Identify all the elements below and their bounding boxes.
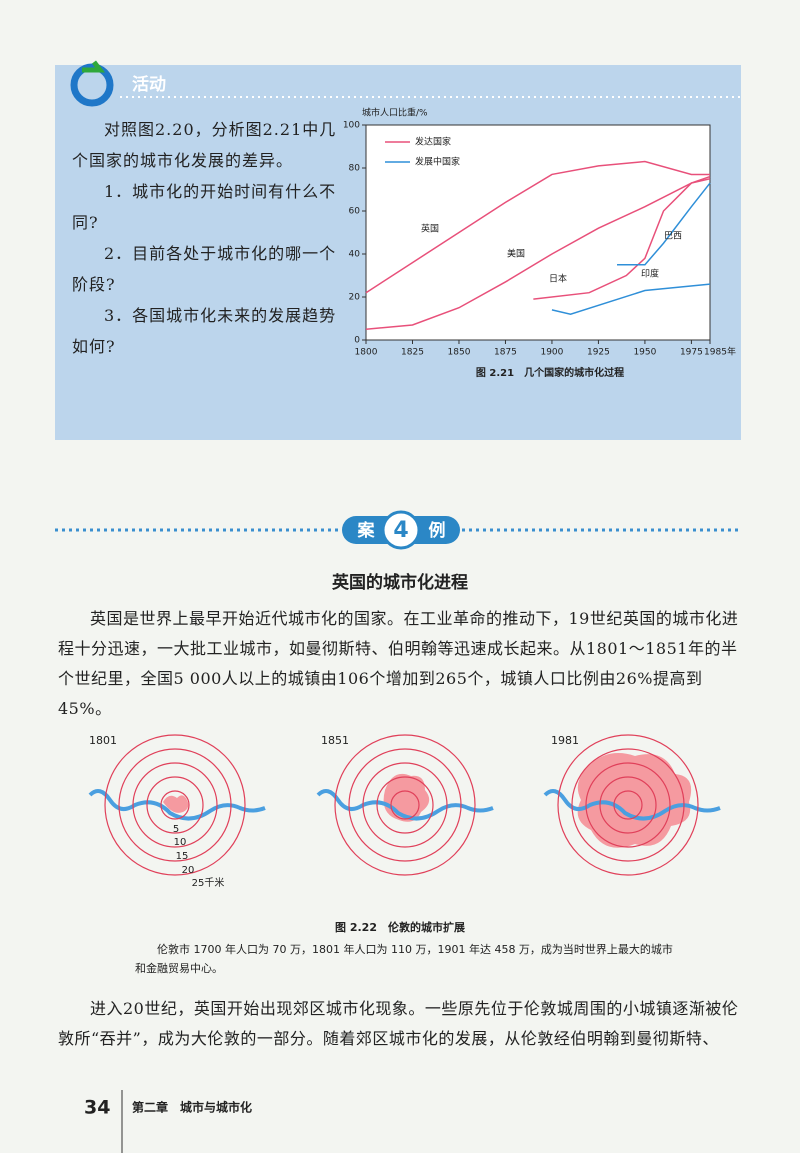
- y-tick-label: 60: [349, 207, 361, 217]
- distance-ring: [557, 734, 699, 876]
- distance-ring: [348, 748, 462, 862]
- ring-label: 20: [182, 865, 195, 876]
- activity-item: 3．各国城市化未来的发展趋势如何?: [72, 306, 337, 356]
- distance-ring: [376, 776, 434, 834]
- figure-caption: 图 2.22 伦敦的城市扩展: [335, 920, 466, 934]
- page-number: 34: [84, 1097, 110, 1119]
- distance-ring: [390, 790, 420, 820]
- series-label: 日本: [549, 273, 567, 285]
- case-title: 英国的城市化进程: [332, 572, 468, 593]
- series-label: 印度: [641, 268, 659, 280]
- chapter: 第二章 城市与城市化: [132, 1100, 252, 1115]
- river: [543, 789, 721, 821]
- series-label: 美国: [507, 248, 525, 260]
- distance-ring: [613, 790, 643, 820]
- x-tick-label: 1800: [355, 348, 378, 358]
- distance-ring: [160, 790, 190, 820]
- chart-caption: 图 2.21 几个国家的城市化过程: [476, 366, 624, 379]
- legend-label: 发达国家: [415, 136, 451, 148]
- case-paragraph: 进入20世纪，英国开始出现郊区城市化现象。一些原先位于伦敦城周围的小城镇逐渐被伦…: [58, 999, 739, 1048]
- series-label: 巴西: [664, 231, 682, 242]
- legend-label: 发展中国家: [415, 156, 460, 168]
- activity-item: 1．城市化的开始时间有什么不同?: [72, 182, 337, 232]
- distance-ring: [571, 748, 685, 862]
- series-line: [365, 178, 711, 330]
- activity-items: 对照图2.20，分析图2.21中几个国家的城市化发展的差异。 1．城市化的开始时…: [72, 114, 342, 362]
- ring-label: 5: [173, 824, 179, 835]
- urban-area: [163, 795, 189, 813]
- y-tick-label: 0: [354, 336, 360, 346]
- activity-item: 2．目前各处于城市化的哪一个阶段?: [72, 244, 337, 294]
- x-tick-label: 1985年: [704, 346, 736, 358]
- y-tick-label: 40: [349, 250, 361, 260]
- distance-ring: [599, 776, 657, 834]
- activity-icon: [82, 60, 105, 73]
- case-paragraph: 英国是世界上最早开始近代城市化的国家。在工业革命的推动下，19世纪英国的城市化进…: [58, 609, 739, 718]
- badge-text: 案: [357, 520, 376, 541]
- distance-ring: [104, 734, 246, 876]
- series-label: 英国: [421, 223, 439, 235]
- distance-ring: [585, 762, 671, 848]
- series-line: [365, 160, 710, 294]
- activity-icon: [70, 63, 114, 107]
- figure-note: 伦敦市 1700 年人口为 70 万，1801 年人口为 110 万，1901 …: [135, 943, 673, 975]
- x-tick-label: 1875: [494, 348, 517, 358]
- river: [88, 789, 266, 821]
- x-tick-label: 1950: [633, 348, 656, 358]
- series-line: [533, 175, 711, 300]
- x-tick-label: 1925: [587, 348, 610, 358]
- river: [316, 789, 494, 821]
- distance-ring: [362, 762, 448, 848]
- series-line: [617, 182, 711, 266]
- series-line: [551, 283, 711, 315]
- plot-area: [365, 124, 711, 341]
- map-year: 1801: [89, 734, 117, 747]
- ring-label: 25千米: [192, 876, 225, 889]
- y-tick-label: 80: [349, 164, 361, 174]
- badge-text: 例: [429, 520, 446, 541]
- map-year: 1851: [321, 734, 349, 747]
- case-badge-circle: [381, 510, 421, 550]
- activity-title: 活动: [132, 74, 166, 95]
- london-maps: [88, 734, 721, 876]
- x-tick-label: 1900: [540, 348, 563, 358]
- distance-ring: [118, 748, 232, 862]
- y-tick-label: 100: [343, 121, 360, 131]
- urban-area: [577, 753, 692, 848]
- y-tick-label: 20: [349, 293, 361, 303]
- map-year: 1981: [551, 734, 579, 747]
- distance-ring: [132, 762, 218, 848]
- chart: 城市人口比重/% 0 20 40 60 80 100 1800 1825 1850 1875 1900…: [343, 107, 736, 380]
- x-tick-label: 1850: [448, 348, 471, 358]
- x-tick-label: 1975: [680, 348, 703, 358]
- distance-ring: [334, 734, 476, 876]
- badge-number: 4: [393, 518, 408, 543]
- distance-ring: [146, 776, 204, 834]
- activity-item: 对照图2.20，分析图2.21中几个国家的城市化发展的差异。: [72, 120, 337, 170]
- ring-label: 15: [176, 851, 189, 862]
- x-tick-label: 1825: [401, 348, 424, 358]
- y-axis-label: 城市人口比重/%: [362, 107, 428, 119]
- ring-label: 10: [174, 837, 187, 848]
